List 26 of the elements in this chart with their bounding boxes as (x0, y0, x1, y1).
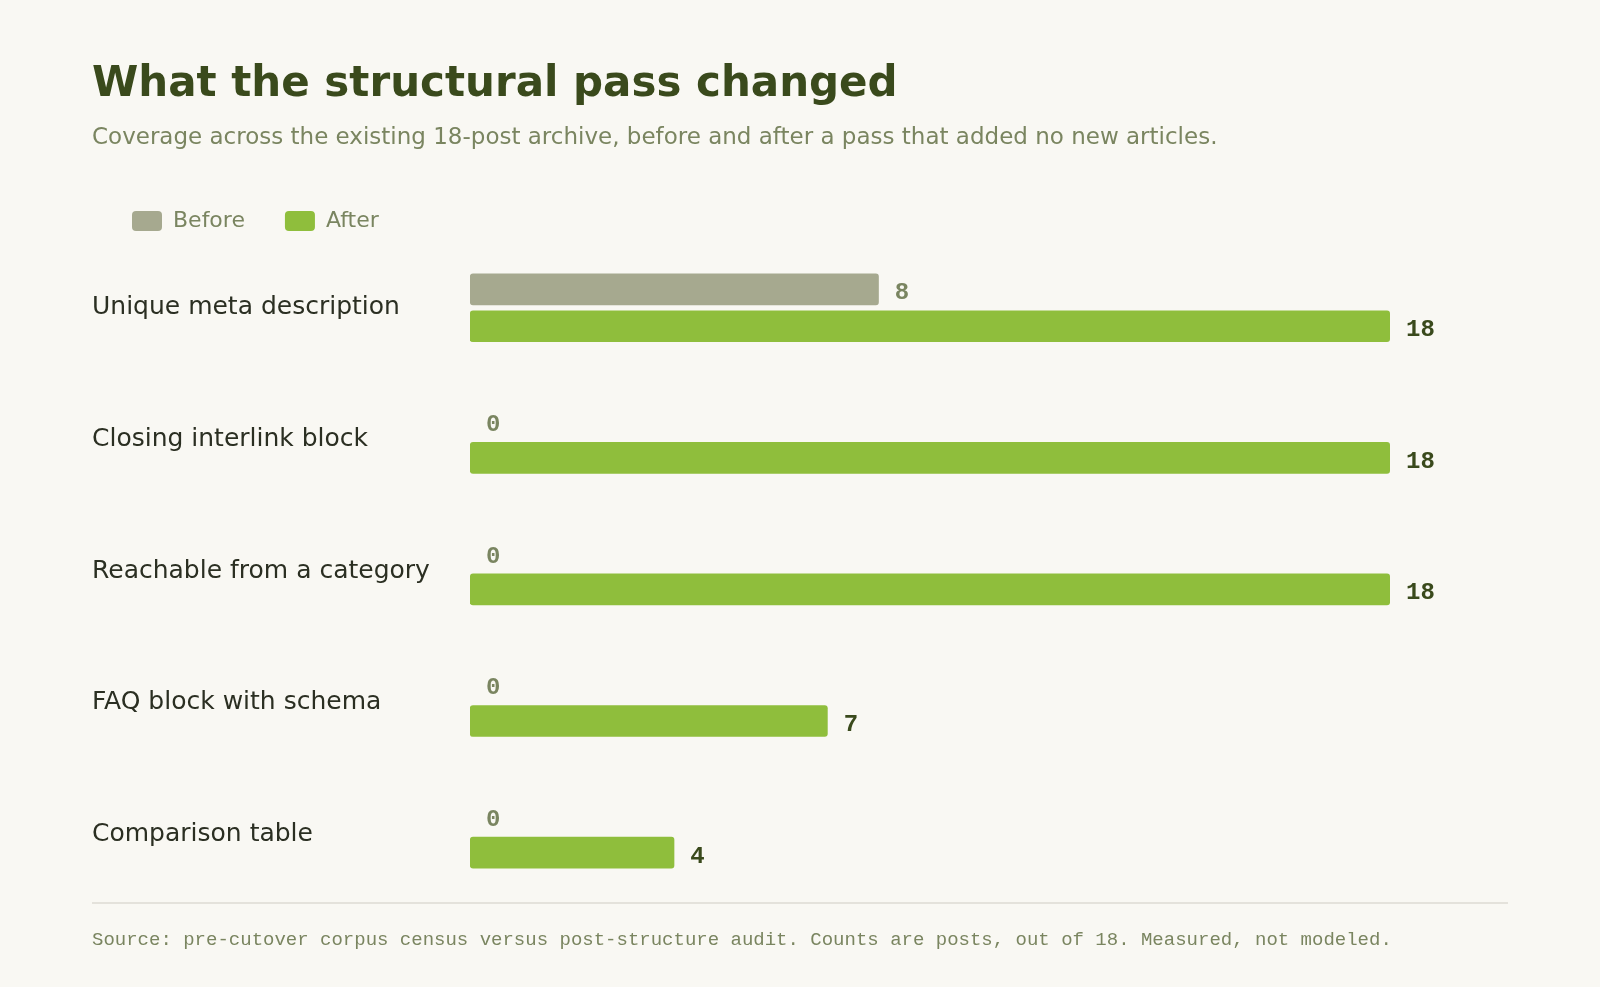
data-label: 18 (1406, 316, 1435, 344)
legend-label: After (325, 206, 380, 232)
source-note: Source: pre-cutover corpus census versus post-structure audit. Counts are posts, out of 18. Measured, not modeled. (92, 929, 1392, 952)
legend-label: Before (173, 206, 245, 232)
data-label: 0 (485, 542, 501, 570)
y-tick-label: Reachable from a category (92, 554, 431, 584)
chart-subtitle: Coverage across the existing 18-post archive, before and after a pass that added no new articles. (92, 123, 1218, 150)
data-label: 7 (843, 711, 859, 739)
data-label: 18 (1406, 579, 1435, 607)
bar (469, 273, 879, 306)
y-tick-label: Closing interlink block (92, 422, 369, 452)
bar (469, 310, 1390, 343)
y-tick-label: FAQ block with schema (92, 686, 382, 716)
bar (469, 836, 675, 869)
bar (469, 705, 828, 737)
bar (469, 573, 1390, 606)
data-label: 18 (1406, 447, 1435, 475)
chart-title: What the structural pass changed (92, 57, 898, 107)
data-label: 8 (894, 279, 910, 307)
data-label: 4 (690, 842, 705, 870)
data-label: 0 (485, 411, 501, 439)
data-label: 0 (485, 805, 501, 833)
y-tick-label: Comparison table (92, 817, 313, 847)
data-label: 0 (485, 674, 501, 702)
bar (469, 441, 1390, 474)
y-tick-label: Unique meta description (92, 291, 400, 321)
